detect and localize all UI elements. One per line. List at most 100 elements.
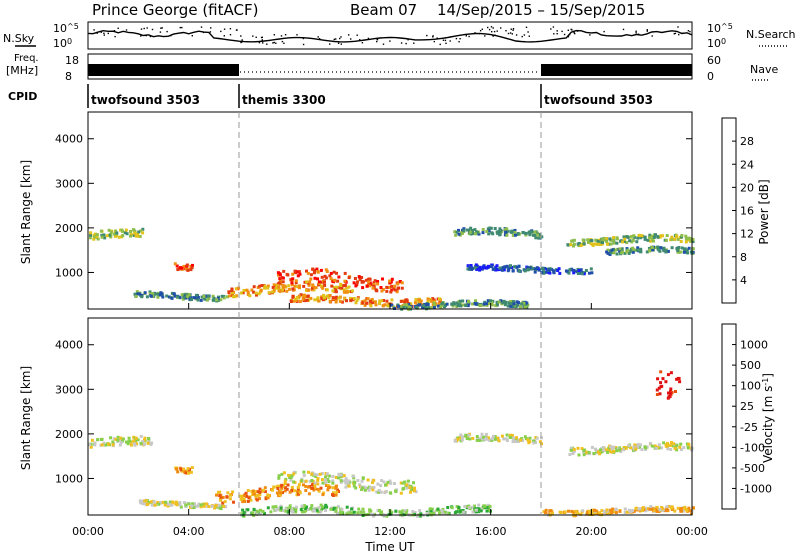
range-gate-cell <box>368 509 372 513</box>
range-gate-cell <box>579 268 583 272</box>
range-gate-cell <box>311 267 315 271</box>
range-gate-cell <box>516 232 520 235</box>
range-gate-cell <box>457 506 461 509</box>
range-gate-cell <box>552 269 556 273</box>
nsearch-point <box>333 38 335 41</box>
range-gate-cell <box>582 272 586 276</box>
range-gate-cell <box>183 469 187 473</box>
range-gate-cell <box>501 266 505 270</box>
range-gate-cell <box>363 299 367 303</box>
range-gate-cell <box>244 491 248 495</box>
range-gate-cell <box>334 296 338 300</box>
range-gate-cell <box>459 433 463 437</box>
range-gate-cell <box>572 449 576 453</box>
range-gate-cell <box>96 237 100 241</box>
range-gate-cell <box>587 509 591 513</box>
range-gate-cell <box>567 509 570 513</box>
nsearch-point <box>340 36 342 38</box>
freq-label: Freq. <box>14 53 39 64</box>
nsearch-point <box>552 26 555 28</box>
range-gate-cell <box>287 287 291 291</box>
range-gate-cell <box>182 467 186 471</box>
range-gate-cell <box>278 289 282 293</box>
range-gate-cell <box>326 488 330 492</box>
range-gate-cell <box>361 301 365 305</box>
range-gate-cell <box>411 510 415 513</box>
range-gate-cell <box>279 506 283 510</box>
nsearch-point <box>151 28 154 31</box>
range-gate-cell <box>577 269 581 272</box>
range-gate-cell <box>366 297 370 301</box>
range-gate-cell <box>676 250 680 254</box>
range-gate-cell <box>405 509 409 513</box>
range-gate-cell <box>320 296 324 300</box>
freq-tick-8: 8 <box>65 70 72 83</box>
range-gate-cell <box>237 286 241 290</box>
range-gate-cell <box>670 441 673 445</box>
range-gate-cell <box>150 503 154 507</box>
range-gate-cell <box>312 472 316 476</box>
range-gate-cell <box>266 506 270 510</box>
range-gate-cell <box>306 271 310 275</box>
nsearch-point <box>339 37 341 40</box>
range-gate-cell <box>321 493 325 497</box>
range-gate-cell <box>313 276 317 280</box>
range-gate-cell <box>508 433 512 437</box>
range-gate-cell <box>525 301 529 305</box>
range-gate-cell <box>340 286 344 290</box>
range-gate-cell <box>463 504 467 508</box>
nsearch-point <box>512 28 515 30</box>
nsearch-point <box>442 39 445 41</box>
range-gate-cell <box>324 475 328 479</box>
nsearch-point <box>405 42 407 45</box>
y-tick-label: 4000 <box>55 339 83 352</box>
range-gate-cell <box>544 508 548 512</box>
range-gate-cell <box>325 472 329 476</box>
range-gate-cell <box>466 264 470 268</box>
range-gate-cell <box>607 446 611 450</box>
range-gate-cell <box>528 436 532 440</box>
range-gate-cell <box>631 250 635 254</box>
range-gate-cell <box>666 508 670 512</box>
range-gate-cell <box>405 483 409 487</box>
range-gate-cell <box>89 445 93 449</box>
range-gate-cell <box>149 294 153 298</box>
range-gate-cell <box>299 508 303 512</box>
range-gate-cell <box>474 263 478 267</box>
range-gate-cell <box>286 483 290 487</box>
range-gate-cell <box>189 268 193 272</box>
range-gate-cell <box>104 443 108 447</box>
range-gate-cell <box>115 231 119 235</box>
range-gate-cell <box>294 279 298 283</box>
nsearch-point <box>484 35 486 37</box>
range-gate-cell <box>295 270 299 274</box>
range-gate-cell <box>125 232 129 236</box>
range-gate-cell <box>320 275 324 279</box>
range-gate-cell <box>505 433 509 437</box>
range-gate-cell <box>137 230 141 234</box>
power-cbar-label: Power [dB] <box>757 179 771 244</box>
range-gate-cell <box>185 469 189 473</box>
range-gate-cell <box>670 246 674 250</box>
range-gate-cell <box>600 241 604 244</box>
range-gate-cell <box>303 295 307 299</box>
range-gate-cell <box>429 509 433 513</box>
range-gate-cell <box>331 475 335 478</box>
range-gate-cell <box>121 234 125 238</box>
range-gate-cell <box>298 284 301 288</box>
range-gate-cell <box>480 432 484 436</box>
colorbar-tick-label: -1000 <box>740 482 772 495</box>
range-gate-cell <box>109 230 113 234</box>
range-gate-cell <box>634 506 638 510</box>
range-gate-cell <box>649 505 653 509</box>
range-gate-cell <box>315 507 319 511</box>
range-gate-cell <box>518 438 522 442</box>
range-gate-cell <box>327 296 331 300</box>
range-gate-cell <box>623 237 627 241</box>
nsearch-point <box>337 42 340 44</box>
range-gate-cell <box>242 511 246 515</box>
range-gate-cell <box>322 296 326 300</box>
range-gate-cell <box>287 284 291 288</box>
range-gate-cell <box>498 266 502 270</box>
range-gate-cell <box>142 438 146 442</box>
